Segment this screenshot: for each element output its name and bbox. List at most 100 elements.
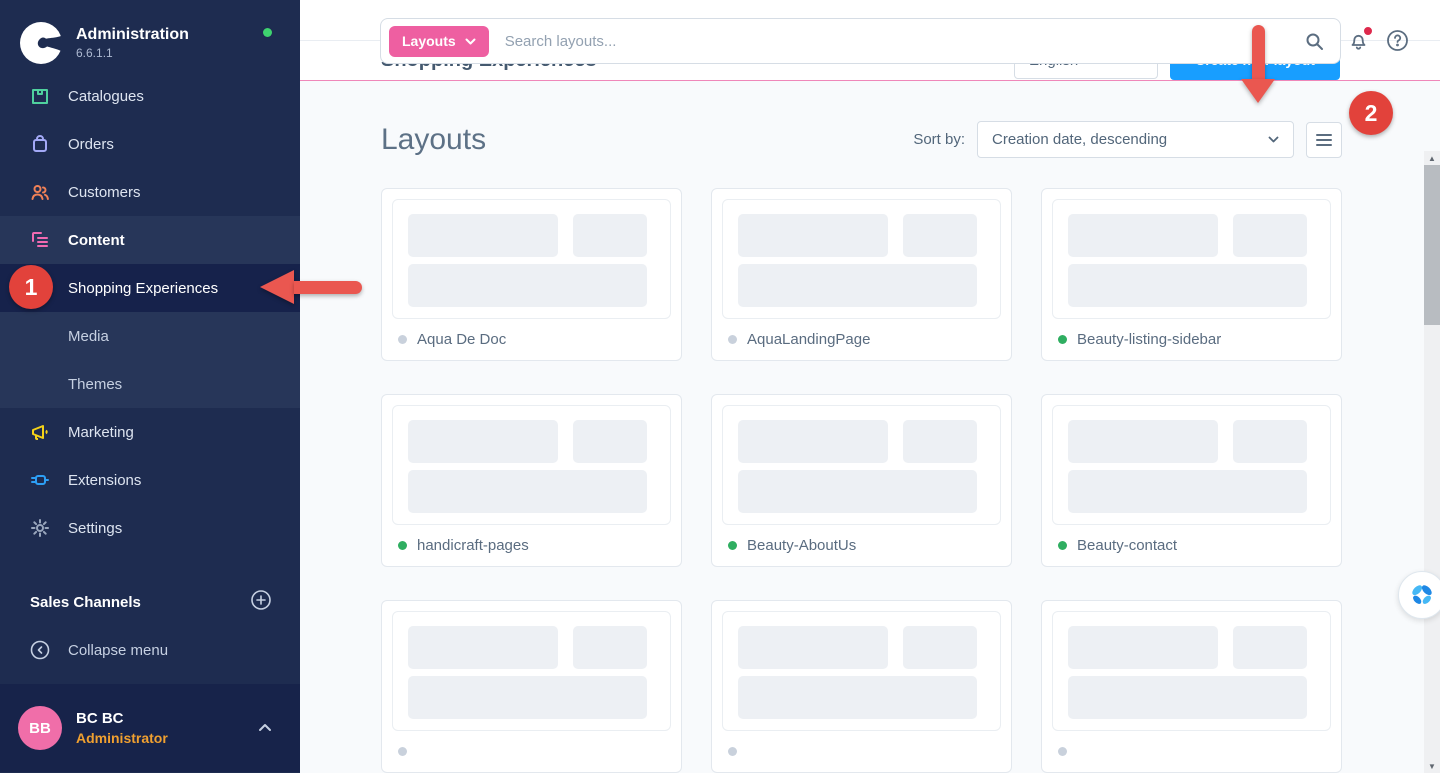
sidebar-item-label: Marketing — [68, 423, 134, 441]
status-dot — [398, 540, 407, 550]
search-scope-pill[interactable]: Layouts — [389, 25, 489, 57]
layout-preview — [392, 199, 671, 319]
annotation-arrow-1-shaft — [294, 281, 362, 294]
layout-card[interactable] — [711, 600, 1012, 773]
extensions-icon — [30, 470, 50, 490]
status-dot — [728, 746, 737, 756]
layout-preview — [722, 611, 1001, 731]
sidebar-item-label: Extensions — [68, 471, 142, 489]
status-dot — [1058, 540, 1067, 550]
sort-value: Creation date, descending — [992, 131, 1168, 148]
layout-name: Beauty-AboutUs — [747, 536, 857, 554]
header-divider — [300, 79, 1440, 81]
sales-channels-header: Sales Channels — [0, 578, 300, 626]
layout-card[interactable] — [1041, 600, 1342, 773]
sidebar-item-extensions[interactable]: Extensions — [0, 456, 300, 504]
search-input[interactable] — [504, 32, 1296, 50]
notifications-bell-icon[interactable] — [1347, 26, 1373, 52]
layout-card[interactable]: Beauty-contact — [1041, 394, 1342, 567]
list-view-toggle-button[interactable] — [1306, 121, 1342, 158]
sidebar-item-label: Orders — [68, 135, 114, 153]
global-search-bar[interactable]: Layouts — [380, 18, 1341, 64]
orders-icon — [30, 134, 50, 154]
annotation-arrow-1 — [260, 270, 294, 304]
sidebar-item-label: Themes — [68, 375, 123, 393]
status-dot — [1058, 746, 1067, 756]
sidebar-item-label: Customers — [68, 183, 141, 201]
layout-card[interactable] — [381, 600, 682, 773]
layout-name: Aqua De Doc — [417, 330, 507, 348]
sidebar-item-label: Settings — [68, 519, 123, 537]
sidebar-menu: Catalogues Orders Customers Content Shop… — [0, 72, 300, 552]
layout-preview — [722, 405, 1001, 525]
user-name: BC BC — [76, 710, 124, 727]
avatar: BB — [18, 706, 62, 750]
sidebar-item-settings[interactable]: Settings — [0, 504, 300, 552]
annotation-arrow-2 — [1241, 79, 1275, 103]
sidebar-item-customers[interactable]: Customers — [0, 168, 300, 216]
sidebar-item-media[interactable]: Media — [0, 312, 300, 360]
layouts-grid: Aqua De Doc AquaLandingPage — [381, 188, 1342, 773]
list-view-icon — [1316, 133, 1332, 146]
status-dot — [1058, 334, 1067, 344]
layout-preview — [1052, 611, 1331, 731]
sidebar-item-orders[interactable]: Orders — [0, 120, 300, 168]
collapse-menu-button[interactable]: Collapse menu — [0, 626, 300, 674]
user-menu[interactable]: BB BC BC Administrator — [0, 684, 300, 772]
sidebar-item-label: Content — [68, 231, 125, 249]
add-sales-channel-button[interactable] — [250, 589, 272, 616]
layout-name: AquaLandingPage — [747, 330, 871, 348]
chevron-left-circle-icon — [30, 640, 50, 660]
sidebar-item-catalogues[interactable]: Catalogues — [0, 72, 300, 120]
status-dot — [398, 334, 407, 344]
layout-name: Beauty-contact — [1077, 536, 1178, 554]
customers-icon — [30, 182, 50, 202]
layout-preview — [1052, 405, 1331, 525]
chevron-down-icon — [465, 38, 476, 44]
sales-channels-label: Sales Channels — [30, 593, 141, 611]
status-dot — [728, 334, 737, 344]
layouts-heading: Layouts — [381, 122, 487, 156]
sidebar-item-themes[interactable]: Themes — [0, 360, 300, 408]
content-icon — [30, 230, 50, 250]
layout-name: Beauty-listing-sidebar — [1077, 330, 1222, 348]
sort-by-label: Sort by: — [913, 131, 965, 148]
layout-preview — [1052, 199, 1331, 319]
collapse-menu-label: Collapse menu — [68, 641, 169, 659]
help-icon[interactable] — [1386, 29, 1409, 52]
chevron-down-icon — [1268, 136, 1279, 143]
layout-card[interactable]: handicraft-pages — [381, 394, 682, 567]
layout-card[interactable]: Aqua De Doc — [381, 188, 682, 361]
sidebar-item-label: Shopping Experiences — [68, 279, 219, 297]
layout-card[interactable]: Beauty-listing-sidebar — [1041, 188, 1342, 361]
sort-select[interactable]: Creation date, descending — [977, 121, 1294, 158]
app-header: Administration 6.6.1.1 — [0, 0, 300, 72]
vertical-scrollbar[interactable]: ▲ ▼ — [1424, 151, 1440, 773]
sidebar-item-marketing[interactable]: Marketing — [0, 408, 300, 456]
layout-name: handicraft-pages — [417, 536, 529, 554]
layout-card[interactable]: Beauty-AboutUs — [711, 394, 1012, 567]
notification-badge — [1363, 26, 1373, 36]
butterfly-icon — [1412, 585, 1432, 604]
app-status-dot — [263, 28, 272, 37]
layout-preview — [722, 199, 1001, 319]
scroll-down-arrow-icon[interactable]: ▼ — [1428, 761, 1436, 771]
sidebar-item-label: Catalogues — [68, 87, 144, 105]
marketing-icon — [30, 422, 50, 442]
annotation-arrow-2-shaft — [1252, 25, 1265, 80]
app-title: Administration — [76, 26, 189, 43]
assistant-button[interactable] — [1398, 571, 1440, 619]
topbar: Layouts — [300, 0, 1440, 64]
shopware-logo-icon — [20, 22, 63, 64]
annotation-step-2-badge: 2 — [1349, 91, 1393, 135]
content-area: Layouts Sort by: Creation date, descendi… — [300, 81, 1440, 773]
search-icon[interactable] — [1304, 31, 1325, 57]
scroll-up-arrow-icon[interactable]: ▲ — [1428, 153, 1436, 163]
main-area: Layouts Shopping Experiences English — [300, 0, 1440, 773]
scrollbar-thumb[interactable] — [1424, 165, 1440, 325]
layout-card[interactable]: AquaLandingPage — [711, 188, 1012, 361]
layout-preview — [392, 611, 671, 731]
status-dot — [398, 746, 407, 756]
sidebar-item-content[interactable]: Content — [0, 216, 300, 264]
user-role: Administrator — [76, 730, 168, 746]
